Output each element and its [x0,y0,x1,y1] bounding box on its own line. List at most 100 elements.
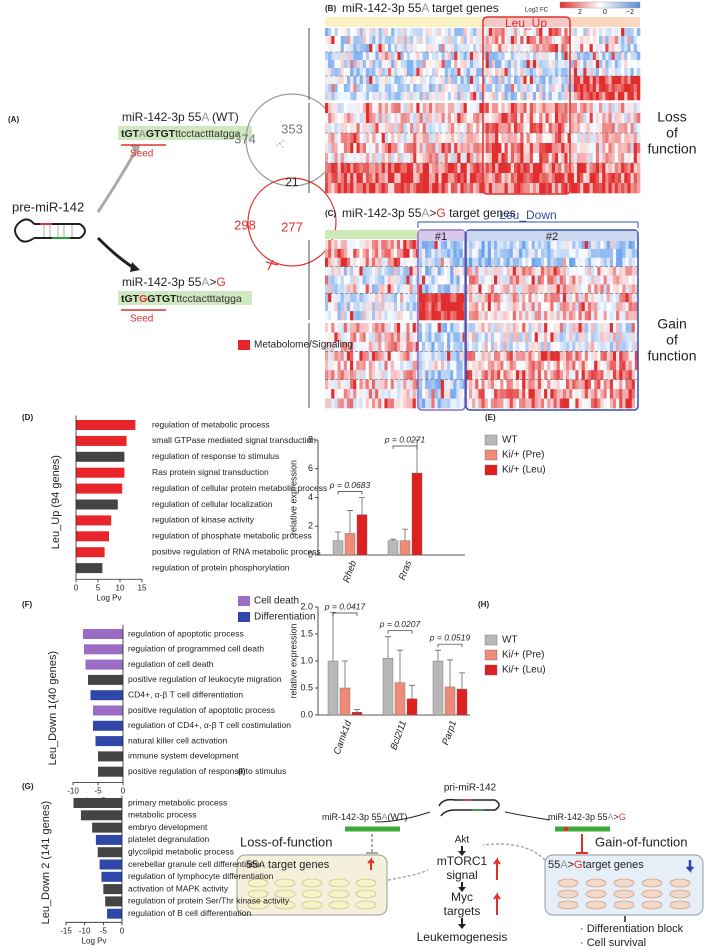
heatmap-cell [372,173,376,184]
heatmap-cell [400,28,405,37]
heatmap-cell [500,323,504,333]
heatmap-cell [479,84,483,93]
panel-label: (G) [22,782,34,791]
heatmap-cell [422,275,426,285]
heatmap-cell [384,341,388,352]
heatmap-cell [554,143,559,154]
heatmap-cell [390,370,395,380]
p-value: p = 0.0207 [379,619,421,629]
heatmap-cell [365,76,370,85]
heatmap-cell [605,123,609,134]
heatmap-cell [378,311,382,321]
heatmap-cell [636,68,641,77]
heatmap-cell [381,398,385,409]
heatmap-cell [340,341,345,352]
heatmap-cell [512,257,517,267]
heatmap-cell [334,311,338,321]
heatmap-cell [517,183,521,194]
heatmap-cell [599,60,603,69]
heatmap-cell [580,103,584,114]
heatmap-cell [591,332,595,343]
heatmap-cell [591,311,595,321]
heatmap-cell [564,113,568,124]
heatmap-cell [378,389,382,399]
heatmap-cell [431,302,435,312]
heatmap-cell [428,163,433,174]
heatmap-cell [616,302,620,312]
heatmap-cell [583,92,587,101]
heatmap-cell [328,183,332,194]
heatmap-cell [507,123,512,134]
heatmap-cell [334,341,338,352]
heatmap-cell [454,183,458,194]
heatmap-cell [603,332,607,343]
heatmap-cell [544,389,548,399]
heatmap-cell [600,389,604,399]
heatmap-cell [503,370,507,380]
heatmap-cell [406,44,411,53]
heatmap-cell [534,302,539,312]
heatmap-cell [347,44,351,53]
heatmap-cell [578,293,582,303]
heatmap-cell [466,28,471,37]
heatmap-cell [572,360,576,371]
heatmap-cell [422,341,426,352]
heatmap-cell [387,293,392,303]
heatmap-cell [476,113,480,124]
heatmap-cell [634,275,639,285]
heatmap-cell [441,92,445,101]
heatmap-cell [381,44,386,53]
colorbar [559,1,641,9]
heatmap-cell [328,332,332,343]
heatmap-cell [437,360,442,371]
heatmap-cell [487,257,492,267]
heatmap-cell [570,143,575,154]
heatmap-cell [554,113,559,124]
heatmap-cell [340,257,345,267]
heatmap-cell [592,68,597,77]
heatmap-cell [517,163,521,174]
heatmap-cell [520,163,524,174]
heatmap-cell [328,398,332,409]
heatmap-cell [347,173,351,184]
heatmap-cell [353,153,357,164]
heatmap-cell [497,370,501,380]
heatmap-cell [453,248,457,259]
heatmap-cell [548,153,553,164]
heatmap-cell [443,275,448,285]
heatmap-cell [586,143,590,154]
heatmap-cell [409,370,413,380]
heatmap-cell [387,360,392,371]
heatmap-cell [479,183,483,194]
heatmap-cell [325,275,329,285]
heatmap-cell [390,248,395,259]
heatmap-cell [622,389,626,399]
heatmap-cell [525,257,529,267]
heatmap-cell [334,257,338,267]
heatmap-cell [611,153,616,164]
heatmap-cell [631,293,636,303]
heatmap-cell [589,68,594,77]
heatmap-cell [490,248,495,259]
heatmap-cell [564,44,568,53]
heatmap-cell [347,183,351,194]
heatmap-cell [343,266,348,276]
heatmap-cell [556,341,561,352]
heatmap-cell [599,133,603,144]
heatmap-cell [584,332,589,343]
heatmap-cell [413,133,417,144]
heatmap-cell [406,266,410,276]
side-text: function [647,348,696,364]
heatmap-cell [325,68,329,77]
heatmap-cell [630,143,634,154]
heatmap-cell [515,257,520,267]
heatmap-cell [507,68,512,77]
heatmap-cell [362,275,366,285]
y-axis-label: relative expression [288,623,298,698]
heatmap-cell [334,323,338,333]
text-part: miR-142-3p 55 [122,275,202,289]
heatmap-cell [562,284,567,294]
cluster-band [419,231,464,241]
heatmap-cell [350,275,354,285]
heatmap-cell [498,76,502,85]
